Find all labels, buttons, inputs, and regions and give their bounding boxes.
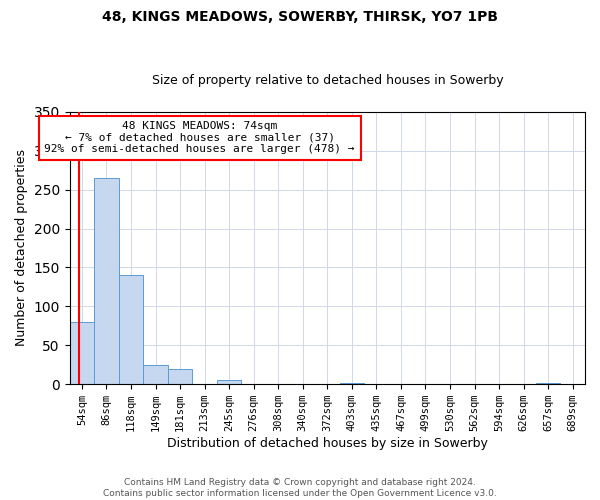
Text: 48, KINGS MEADOWS, SOWERBY, THIRSK, YO7 1PB: 48, KINGS MEADOWS, SOWERBY, THIRSK, YO7 …: [102, 10, 498, 24]
Bar: [168, 368, 193, 384]
Text: Contains HM Land Registry data © Crown copyright and database right 2024.
Contai: Contains HM Land Registry data © Crown c…: [103, 478, 497, 498]
Bar: [536, 382, 560, 384]
Title: Size of property relative to detached houses in Sowerby: Size of property relative to detached ho…: [152, 74, 503, 87]
Bar: [143, 365, 168, 384]
Bar: [119, 275, 143, 384]
Y-axis label: Number of detached properties: Number of detached properties: [15, 150, 28, 346]
Bar: [94, 178, 119, 384]
Bar: [340, 382, 364, 384]
Bar: [217, 380, 241, 384]
X-axis label: Distribution of detached houses by size in Sowerby: Distribution of detached houses by size …: [167, 437, 488, 450]
Text: 48 KINGS MEADOWS: 74sqm
← 7% of detached houses are smaller (37)
92% of semi-det: 48 KINGS MEADOWS: 74sqm ← 7% of detached…: [44, 121, 355, 154]
Bar: [70, 322, 94, 384]
